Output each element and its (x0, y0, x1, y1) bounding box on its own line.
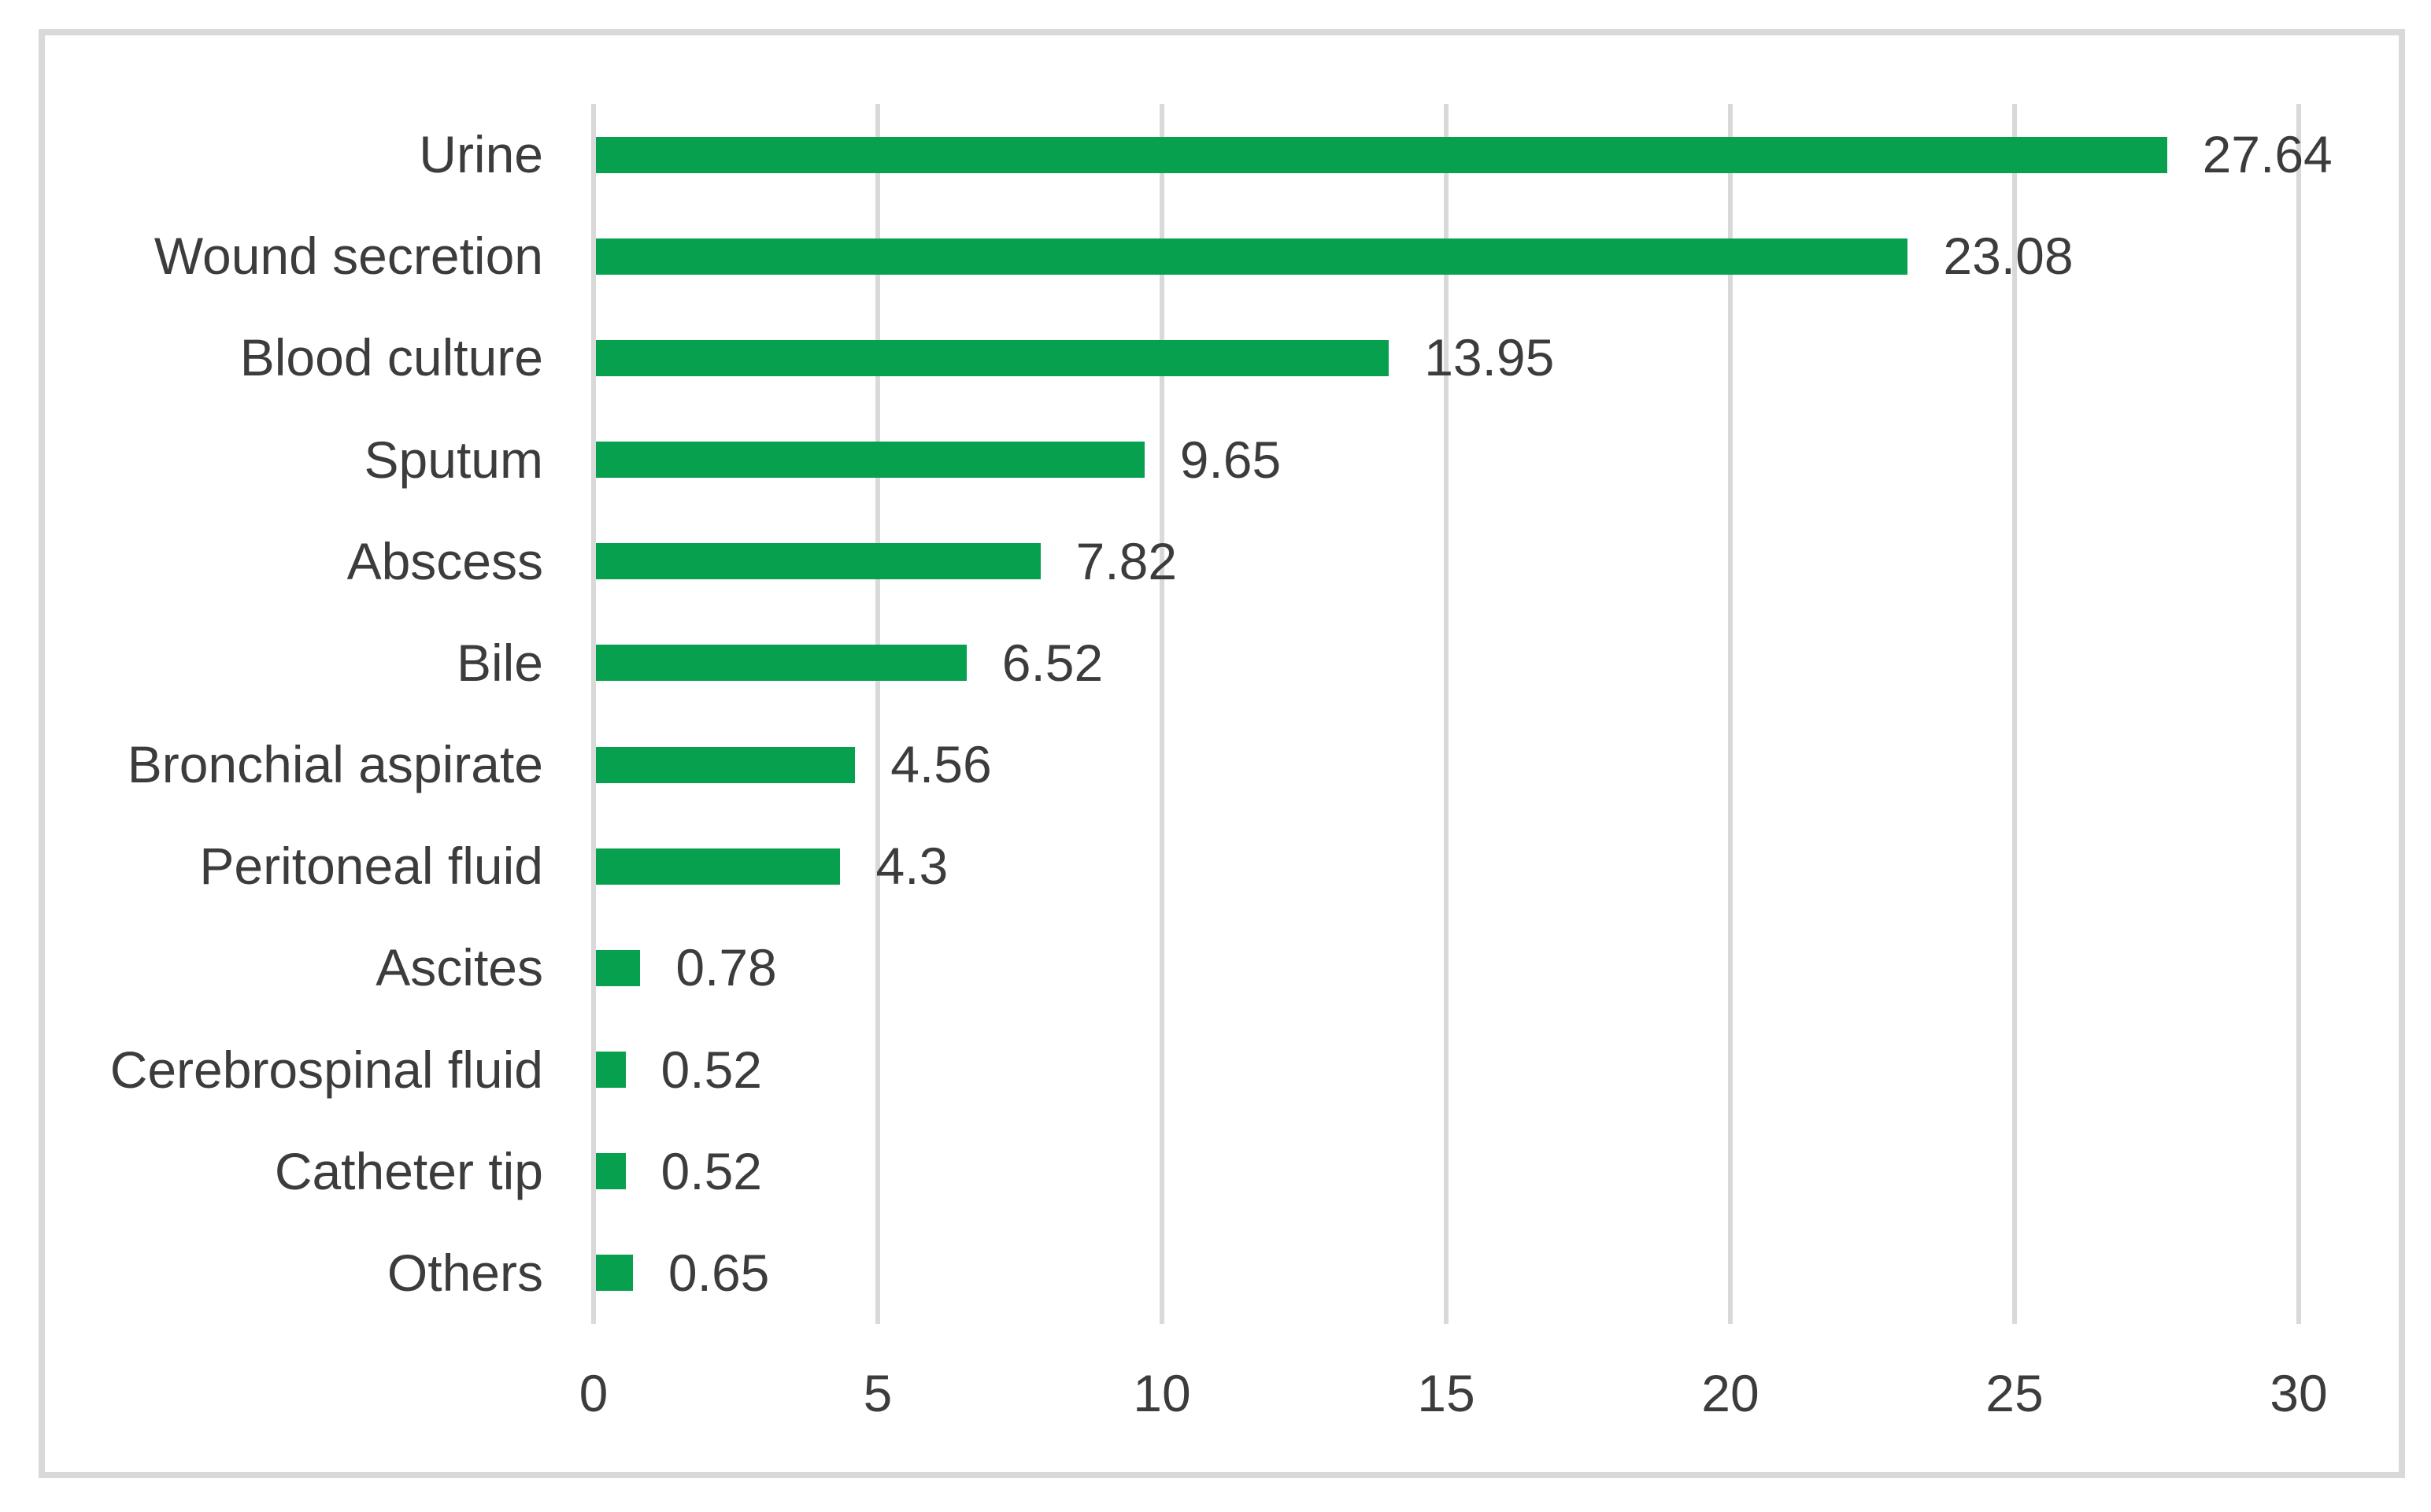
value-label: 0.52 (660, 1040, 762, 1099)
gridline (1728, 104, 1733, 1324)
value-label: 7.82 (1075, 531, 1178, 590)
x-tick-label: 20 (1701, 1364, 1759, 1422)
value-label: 0.65 (668, 1243, 770, 1302)
value-label: 4.3 (875, 837, 949, 896)
value-label: 6.52 (1001, 633, 1104, 692)
category-label: Bile (456, 633, 543, 692)
bar (596, 442, 1145, 479)
bar (596, 1153, 626, 1190)
category-label: Cerebrospinal fluid (109, 1040, 543, 1099)
bar-row: Others 0.65 (0, 1222, 2431, 1324)
bar (596, 645, 967, 682)
bar (596, 746, 856, 783)
x-tick-label: 10 (1133, 1364, 1191, 1422)
x-tick-label: 25 (1985, 1364, 2044, 1422)
gridline (2296, 104, 2301, 1324)
bar-row: Bile 6.52 (0, 612, 2431, 714)
category-label: Peritoneal fluid (199, 837, 543, 896)
category-label: Abscess (346, 531, 543, 590)
value-label: 23.08 (1943, 227, 2074, 286)
bar-row: Blood culture 13.95 (0, 307, 2431, 408)
value-label: 13.95 (1424, 328, 1555, 387)
gridline (2012, 104, 2017, 1324)
category-label: Ascites (376, 938, 543, 997)
bar-row: Urine 27.64 (0, 104, 2431, 205)
category-label: Blood culture (239, 328, 543, 387)
value-label: 0.52 (660, 1141, 762, 1200)
bar-row: Cerebrospinal fluid 0.52 (0, 1019, 2431, 1121)
bar-row: Abscess 7.82 (0, 511, 2431, 612)
x-tick-label: 0 (579, 1364, 609, 1422)
category-label: Sputum (364, 430, 543, 489)
bar (596, 848, 841, 885)
bar (596, 238, 1908, 275)
category-label: Catheter tip (274, 1141, 543, 1200)
value-label: 9.65 (1179, 430, 1282, 489)
value-label: 4.56 (890, 735, 992, 793)
bar (596, 136, 2167, 173)
x-tick-label: 5 (863, 1364, 893, 1422)
bar-row: Ascites 0.78 (0, 917, 2431, 1018)
bar (596, 339, 1389, 376)
value-label: 0.78 (675, 938, 777, 997)
gridline (1160, 104, 1164, 1324)
bar (596, 949, 641, 986)
gridline (875, 104, 880, 1324)
bar-row: Peritoneal fluid 4.3 (0, 815, 2431, 917)
gridline (1444, 104, 1449, 1324)
bar (596, 1255, 633, 1292)
bar-row: Sputum 9.65 (0, 409, 2431, 511)
category-label: Others (387, 1243, 543, 1302)
x-tick-label: 30 (2270, 1364, 2328, 1422)
bar-row: Bronchial aspirate 4.56 (0, 714, 2431, 815)
category-label: Urine (419, 125, 543, 183)
bar-row: Wound secretion 23.08 (0, 205, 2431, 307)
y-axis-line (591, 104, 596, 1324)
bar-row: Catheter tip 0.52 (0, 1121, 2431, 1222)
category-label: Wound secretion (154, 227, 543, 286)
x-tick-label: 15 (1417, 1364, 1475, 1422)
category-label: Bronchial aspirate (127, 735, 543, 793)
value-label: 27.64 (2202, 125, 2333, 183)
bar (596, 543, 1041, 580)
bar (596, 1052, 626, 1089)
chart-border (39, 29, 2405, 1478)
